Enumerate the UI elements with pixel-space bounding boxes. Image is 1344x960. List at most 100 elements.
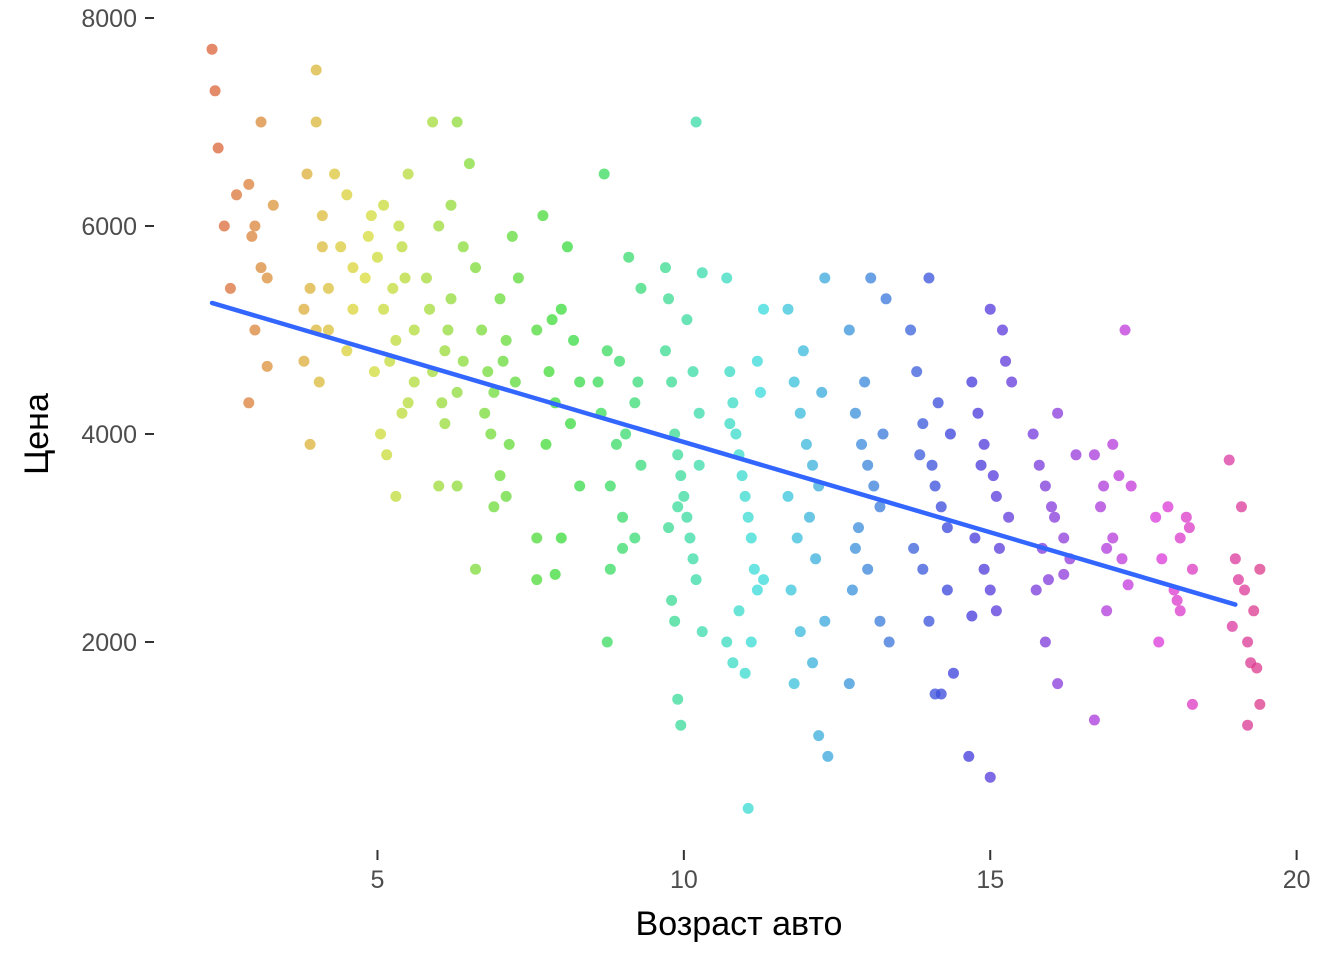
y-tick-label-6000: 6000 bbox=[81, 213, 137, 241]
data-point-47 bbox=[396, 407, 408, 419]
data-point-49 bbox=[387, 282, 399, 294]
data-point-250 bbox=[1052, 407, 1064, 419]
data-point-176 bbox=[807, 459, 819, 471]
data-point-284 bbox=[1171, 594, 1183, 606]
data-point-93 bbox=[543, 366, 555, 378]
data-point-164 bbox=[745, 636, 757, 648]
data-point-125 bbox=[659, 262, 671, 274]
data-point-142 bbox=[687, 366, 699, 378]
data-point-188 bbox=[819, 615, 831, 627]
data-point-289 bbox=[1239, 584, 1251, 596]
data-point-100 bbox=[531, 574, 543, 586]
x-axis-title: Возраст авто bbox=[636, 905, 843, 943]
data-point-40 bbox=[390, 334, 402, 346]
data-point-59 bbox=[439, 345, 451, 357]
data-point-276 bbox=[1162, 501, 1174, 513]
data-point-236 bbox=[978, 563, 990, 575]
data-point-133 bbox=[684, 532, 696, 544]
data-point-257 bbox=[1058, 568, 1070, 580]
data-point-132 bbox=[681, 511, 693, 523]
data-point-68 bbox=[451, 480, 463, 492]
data-point-170 bbox=[724, 418, 736, 430]
data-point-54 bbox=[378, 199, 390, 211]
data-point-249 bbox=[1046, 501, 1058, 513]
data-point-153 bbox=[730, 428, 742, 440]
data-point-126 bbox=[663, 293, 675, 305]
data-point-187 bbox=[794, 626, 806, 638]
data-point-144 bbox=[696, 626, 708, 638]
data-point-81 bbox=[512, 272, 524, 284]
data-point-16 bbox=[298, 303, 310, 315]
data-point-20 bbox=[310, 116, 322, 128]
data-point-223 bbox=[941, 584, 953, 596]
data-point-122 bbox=[620, 428, 632, 440]
data-point-28 bbox=[341, 345, 353, 357]
data-point-23 bbox=[313, 376, 325, 388]
data-point-165 bbox=[742, 802, 754, 814]
data-point-143 bbox=[663, 522, 675, 534]
data-point-190 bbox=[816, 386, 828, 398]
data-point-166 bbox=[758, 303, 770, 315]
data-point-208 bbox=[852, 522, 864, 534]
data-point-233 bbox=[996, 324, 1008, 336]
data-point-108 bbox=[598, 168, 610, 180]
data-point-273 bbox=[1116, 553, 1128, 565]
data-point-50 bbox=[402, 397, 414, 409]
data-point-79 bbox=[500, 334, 512, 346]
data-point-262 bbox=[1095, 501, 1107, 513]
data-point-147 bbox=[659, 345, 671, 357]
data-point-88 bbox=[485, 428, 497, 440]
data-point-196 bbox=[865, 272, 877, 284]
y-tick-label-2000: 2000 bbox=[81, 629, 137, 657]
data-point-56 bbox=[420, 272, 432, 284]
data-point-11 bbox=[267, 199, 279, 211]
data-point-2 bbox=[212, 142, 224, 154]
data-point-148 bbox=[693, 459, 705, 471]
data-point-264 bbox=[1107, 438, 1119, 450]
data-point-71 bbox=[457, 355, 469, 367]
x-axis: 5 10 15 20 Возраст авто bbox=[371, 850, 1311, 943]
data-point-111 bbox=[610, 438, 622, 450]
data-point-197 bbox=[868, 480, 880, 492]
data-point-242 bbox=[1000, 355, 1012, 367]
data-point-167 bbox=[751, 355, 763, 367]
data-point-243 bbox=[1006, 376, 1018, 388]
data-point-297 bbox=[1226, 620, 1238, 632]
data-point-285 bbox=[1183, 522, 1195, 534]
data-point-32 bbox=[347, 303, 359, 315]
data-point-181 bbox=[810, 553, 822, 565]
data-point-140 bbox=[696, 267, 708, 279]
data-point-182 bbox=[785, 584, 797, 596]
data-point-5 bbox=[231, 189, 243, 201]
data-point-119 bbox=[629, 532, 641, 544]
data-point-241 bbox=[966, 610, 978, 622]
data-point-103 bbox=[574, 480, 586, 492]
data-point-86 bbox=[479, 407, 491, 419]
data-point-102 bbox=[549, 568, 561, 580]
data-point-202 bbox=[846, 584, 858, 596]
data-point-162 bbox=[721, 636, 733, 648]
data-point-189 bbox=[797, 345, 809, 357]
data-point-224 bbox=[914, 449, 926, 461]
data-point-281 bbox=[1153, 636, 1165, 648]
data-point-253 bbox=[1070, 449, 1082, 461]
data-point-288 bbox=[1235, 501, 1247, 513]
data-point-61 bbox=[451, 116, 463, 128]
data-point-295 bbox=[1242, 719, 1254, 731]
data-point-30 bbox=[298, 355, 310, 367]
data-point-53 bbox=[399, 272, 411, 284]
data-point-107 bbox=[592, 376, 604, 388]
data-point-185 bbox=[813, 730, 825, 742]
data-point-158 bbox=[745, 532, 757, 544]
data-point-210 bbox=[911, 366, 923, 378]
data-point-201 bbox=[862, 563, 874, 575]
data-point-48 bbox=[368, 366, 380, 378]
data-point-192 bbox=[843, 324, 855, 336]
data-point-65 bbox=[451, 386, 463, 398]
data-point-157 bbox=[742, 511, 754, 523]
x-tick-label-20: 20 bbox=[1283, 866, 1311, 894]
data-point-198 bbox=[874, 501, 886, 513]
data-point-279 bbox=[1180, 511, 1192, 523]
data-point-25 bbox=[335, 241, 347, 253]
